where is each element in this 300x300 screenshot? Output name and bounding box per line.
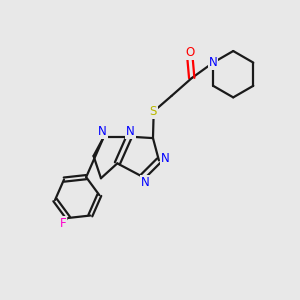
Text: N: N <box>161 152 170 165</box>
Text: S: S <box>149 105 157 118</box>
Text: N: N <box>126 125 135 138</box>
Text: N: N <box>141 176 150 189</box>
Text: N: N <box>209 56 218 69</box>
Text: F: F <box>60 217 66 230</box>
Text: O: O <box>185 46 195 59</box>
Text: N: N <box>98 125 107 138</box>
